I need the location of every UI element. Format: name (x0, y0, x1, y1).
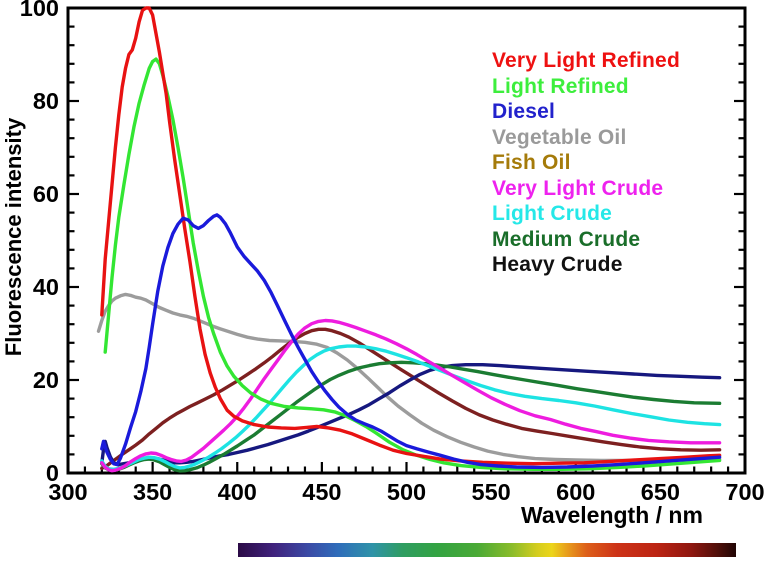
y-tick-label: 20 (33, 367, 59, 393)
x-tick-label: 400 (218, 479, 257, 505)
legend-item-very-light-refined: Very Light Refined (492, 49, 680, 72)
series-line-light-refined (103, 57, 722, 471)
legend-item-light-refined: Light Refined (492, 74, 629, 98)
series-line-medium-crude (100, 360, 722, 473)
plot-content: 300 350 400 450 500 550 600 650 700 0 20 40 60 80 100 (20, 0, 765, 505)
legend-item-light-crude: Light Crude (492, 202, 613, 225)
series-line-diesel (100, 213, 722, 470)
x-tick-label: 450 (302, 479, 341, 505)
series-line-very-light-crude (100, 318, 722, 473)
x-tick-label: 650 (641, 479, 680, 505)
y-tick-label: 80 (33, 88, 59, 114)
x-tick-label: 300 (48, 479, 87, 505)
series-line-very-light-refined (100, 6, 722, 466)
legend-item-heavy-crude: Heavy Crude (492, 253, 623, 276)
chart-legend: Very Light Refined Light Refined Diesel Veg… (492, 48, 680, 278)
y-tick-label: 0 (46, 460, 59, 486)
y-tick-label: 60 (33, 181, 59, 207)
x-axis-label: Wavelength / nm (521, 502, 703, 528)
legend-item-diesel: Diesel (492, 100, 556, 123)
series-line-light-crude (100, 344, 722, 471)
plot-frame (66, 6, 747, 475)
legend-item-vegetable-oil: Vegetable Oil (492, 125, 627, 149)
y-tick-label: 100 (20, 0, 59, 21)
series-line-vegetable-oil (96, 292, 722, 463)
x-tick-label: 600 (556, 479, 595, 505)
spectrum-colorbar (238, 543, 736, 557)
x-tick-label: 550 (472, 479, 511, 505)
legend-item-medium-crude: Medium Crude (492, 227, 641, 251)
x-tick-label: 700 (725, 479, 764, 505)
legend-item-fish-oil: Fish Oil (492, 151, 571, 174)
legend-item-very-light-crude: Very Light Crude (492, 176, 664, 200)
y-axis-label: Fluorescence intensity (1, 117, 26, 356)
y-tick-label: 40 (33, 274, 59, 300)
x-tick-label: 350 (133, 479, 172, 505)
series-line-fish-oil (100, 327, 722, 471)
x-tick-label: 500 (387, 479, 426, 505)
